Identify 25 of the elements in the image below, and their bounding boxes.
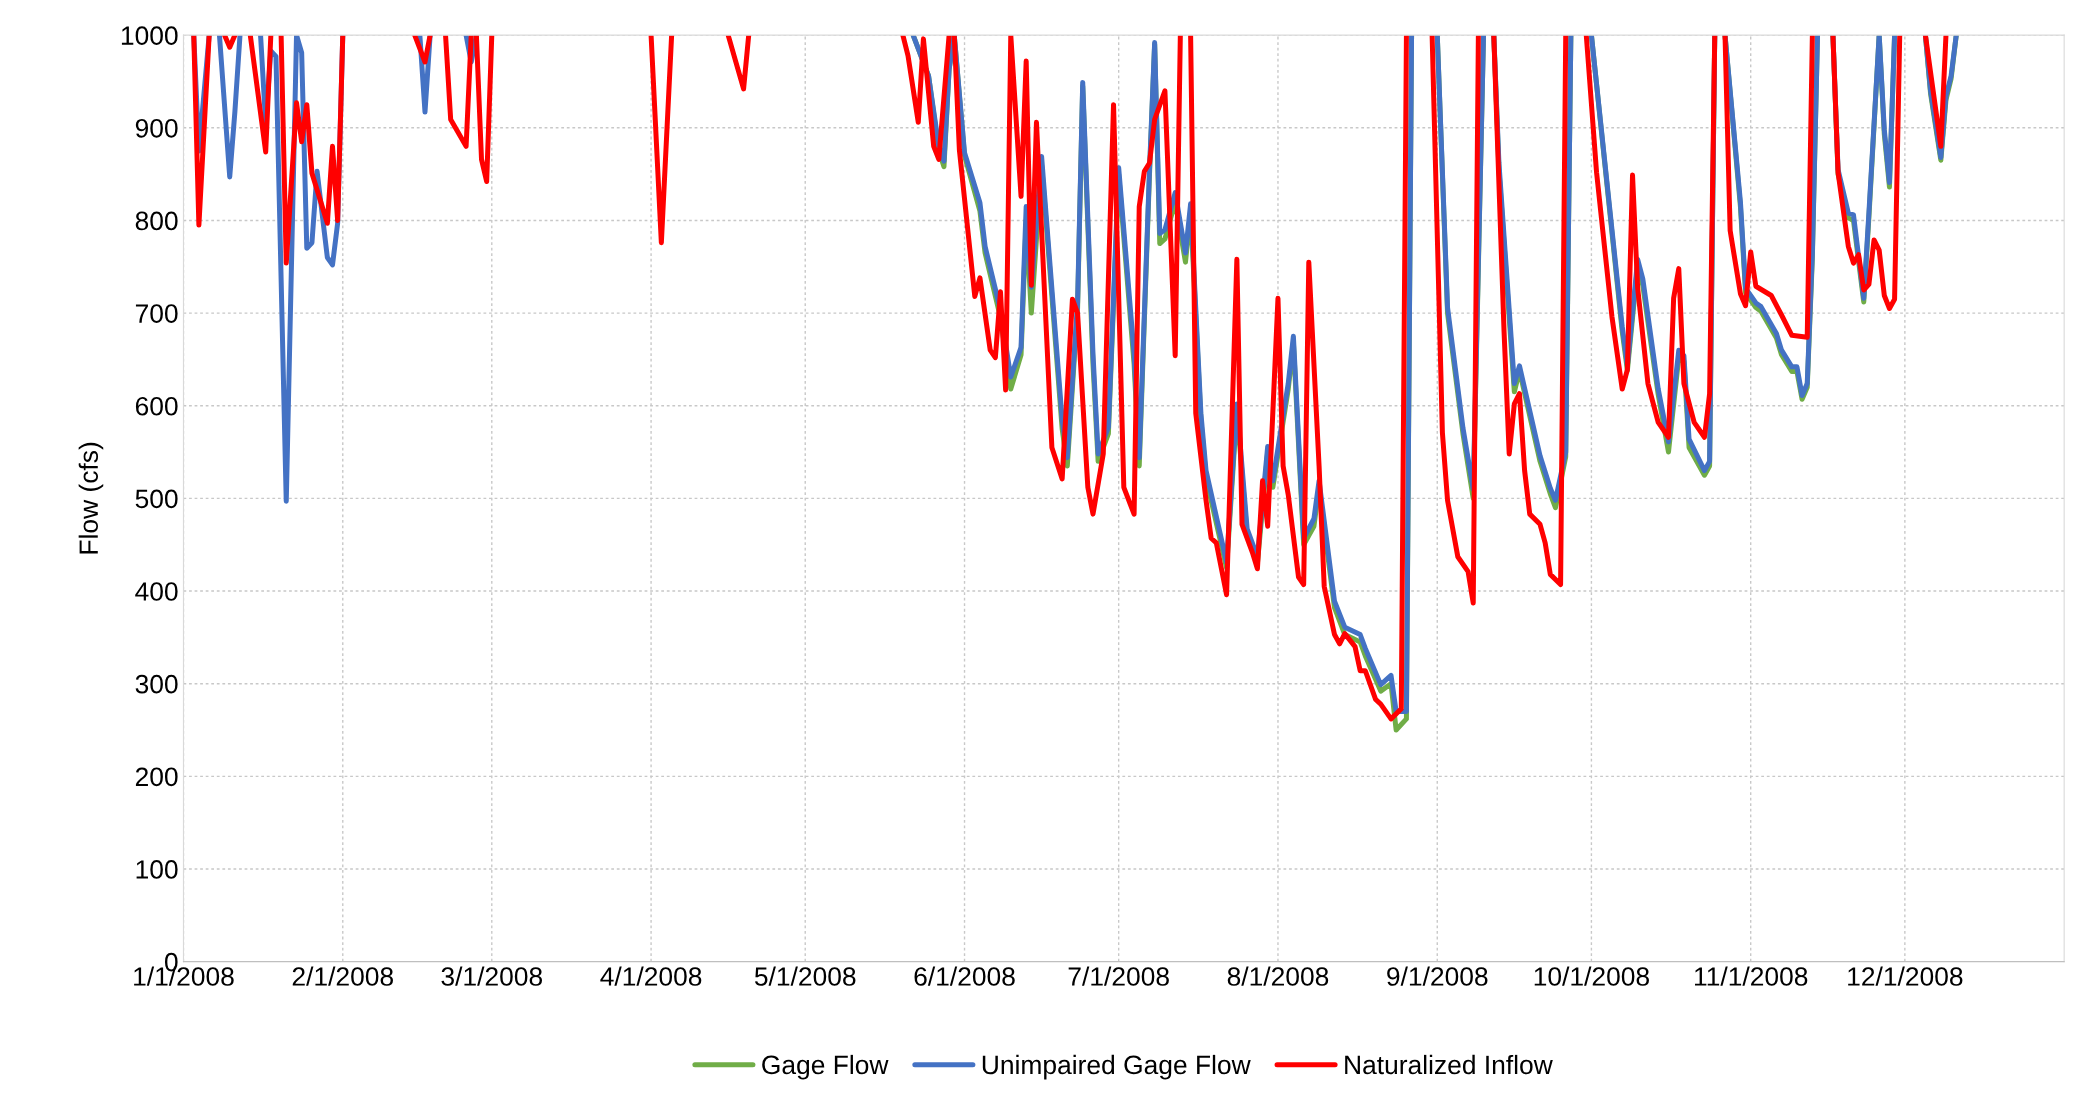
- y-tick-label: 1000: [121, 26, 178, 45]
- x-tick-label: 9/1/2008: [1387, 966, 1488, 986]
- x-tick-label: 12/1/2008: [1848, 966, 1963, 986]
- x-tick-label: 5/1/2008: [754, 966, 856, 986]
- x-tick-label: 2/1/2008: [292, 966, 393, 986]
- x-tick-label: 6/1/2008: [914, 966, 1015, 986]
- x-tick-label: 10/1/2008: [1534, 966, 1649, 986]
- y-tick-label: 100: [136, 860, 178, 879]
- y-tick-label: 400: [135, 582, 178, 601]
- y-axis-title: Flow (cfs): [78, 442, 104, 554]
- y-tick-label: 500: [135, 489, 178, 509]
- y-tick-label: 200: [135, 767, 178, 787]
- x-tick-label: 8/1/2008: [1227, 966, 1329, 986]
- y-tick-label: 700: [135, 304, 178, 323]
- y-tick-label: 300: [135, 674, 178, 694]
- legend-label: Unimpaired Gage Flow: [982, 1054, 1251, 1080]
- x-tick-label: 11/1/2008: [1695, 966, 1808, 986]
- y-tick-label: 900: [135, 118, 178, 138]
- x-tick-label: 7/1/2008: [1068, 966, 1169, 986]
- legend-label: Naturalized Inflow: [1345, 1054, 1553, 1075]
- legend-label: Gage Flow: [762, 1054, 889, 1080]
- x-tick-label: 4/1/2008: [600, 966, 702, 986]
- y-tick-label: 600: [135, 396, 178, 416]
- x-tick-label: 3/1/2008: [441, 966, 542, 986]
- y-tick-label: 800: [135, 211, 178, 231]
